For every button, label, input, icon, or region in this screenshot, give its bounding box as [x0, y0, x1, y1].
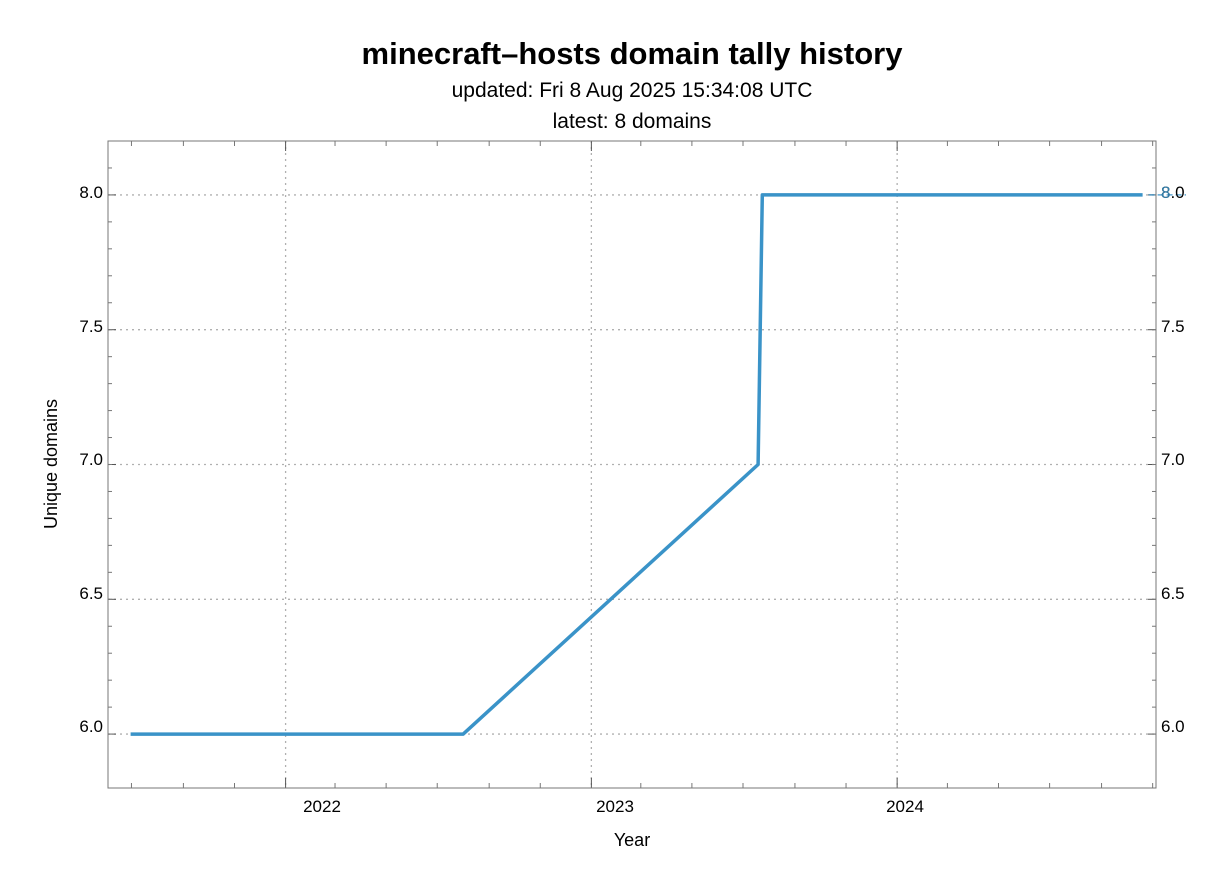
x-tick-label-2022: 2022 [303, 797, 341, 816]
y-tick-label-7.0: 7.0 [79, 450, 103, 469]
right-end-value-label: 8 [1161, 183, 1170, 202]
chart-subtitle-updated: updated: Fri 8 Aug 2025 15:34:08 UTC [452, 79, 813, 102]
right-y-tick-label-7.5: 7.5 [1161, 317, 1185, 336]
y-tick-label-6.5: 6.5 [79, 584, 103, 603]
y-tick-label-7.5: 7.5 [79, 317, 103, 336]
chart-subtitle-latest: latest: 8 domains [553, 110, 712, 133]
right-y-tick-label-6.5: 6.5 [1161, 584, 1185, 603]
y-axis-label: Unique domains [41, 399, 61, 529]
plot-frame [107, 140, 1157, 789]
series-line [130, 193, 1143, 736]
y-tick-label-6.0: 6.0 [79, 717, 103, 736]
right-y-tick-label-8.0: 8.0 [1161, 183, 1185, 202]
x-tick-label-2024: 2024 [886, 797, 924, 816]
right-y-tick-label-6.0: 6.0 [1161, 717, 1185, 736]
right-y-tick-label-7.0: 7.0 [1161, 450, 1185, 469]
series-marks [130, 193, 1186, 736]
chart-title: minecraft–hosts domain tally history [362, 36, 904, 71]
y-tick-label-8.0: 8.0 [79, 183, 103, 202]
x-axis-label: Year [614, 830, 650, 850]
x-tick-label-2023: 2023 [596, 797, 634, 816]
grid-lines [108, 141, 1156, 788]
